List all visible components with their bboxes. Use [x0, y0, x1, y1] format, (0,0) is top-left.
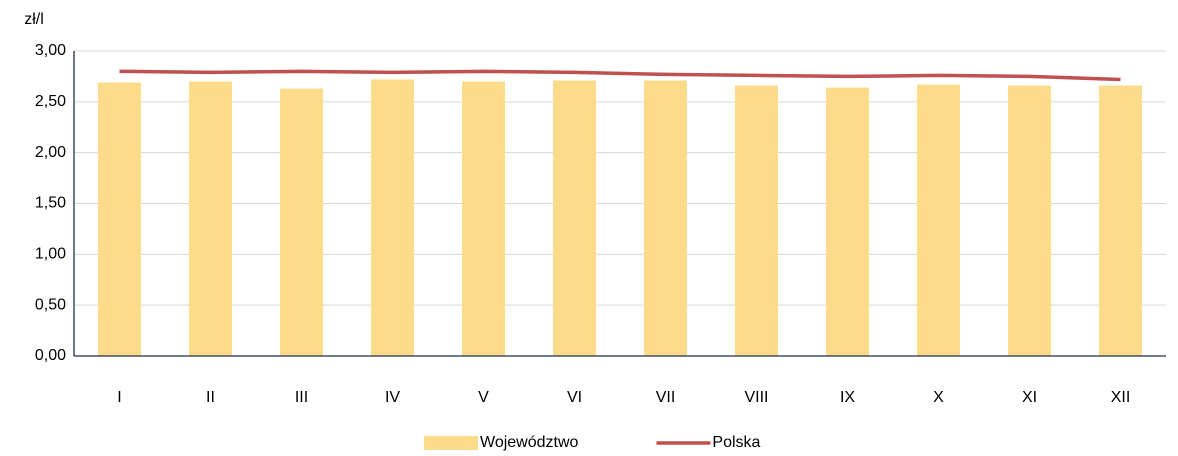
- x-tick-label: X: [933, 389, 944, 406]
- legend-label: Polska: [712, 434, 760, 451]
- y-tick-label: 1,00: [35, 246, 66, 263]
- x-tick-label: XII: [1111, 389, 1131, 406]
- y-tick-label: 2,00: [35, 144, 66, 161]
- x-tick-label: XI: [1022, 389, 1037, 406]
- bar: [462, 81, 505, 356]
- x-tick-label: I: [117, 389, 121, 406]
- y-axis-label: zł/l: [24, 11, 44, 28]
- y-tick-label: 1,50: [35, 195, 66, 212]
- legend-swatch: [424, 436, 478, 450]
- x-tick-label: V: [478, 389, 489, 406]
- x-tick-label: II: [206, 389, 215, 406]
- y-tick-label: 3,00: [35, 42, 66, 59]
- y-tick-label: 0,50: [35, 296, 66, 313]
- x-tick-label: VII: [656, 389, 676, 406]
- y-tick-label: 2,50: [35, 93, 66, 110]
- x-tick-label: VIII: [744, 389, 768, 406]
- legend-label: Województwo: [480, 434, 579, 451]
- bar: [917, 84, 960, 357]
- bar: [826, 87, 869, 356]
- bar: [644, 80, 687, 356]
- bar: [189, 81, 232, 356]
- bar: [98, 82, 141, 357]
- bar: [1008, 85, 1051, 357]
- x-tick-label: IV: [385, 389, 400, 406]
- y-tick-label: 0,00: [35, 347, 66, 364]
- bar: [553, 80, 596, 356]
- x-tick-label: III: [295, 389, 308, 406]
- bar: [371, 79, 414, 356]
- bar: [280, 88, 323, 356]
- bar: [1099, 85, 1142, 357]
- line: [119, 69, 1121, 82]
- x-tick-label: IX: [840, 389, 855, 406]
- x-tick-label: VI: [567, 389, 582, 406]
- bar: [735, 85, 778, 357]
